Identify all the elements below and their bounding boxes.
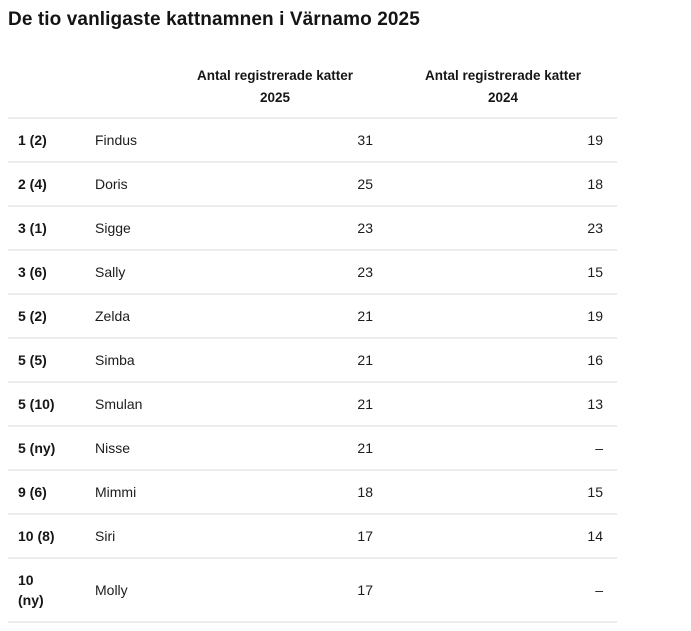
table-row: 2 (4) Doris 25 18 [8, 162, 617, 206]
rank-cell: 10 (ny) [18, 572, 44, 608]
count-2024-cell: 18 [587, 176, 603, 192]
count-2024-cell: 19 [587, 308, 603, 324]
cat-names-table: Antal registrerade katter 2025 Antal reg… [8, 55, 617, 623]
count-2025-cell: 21 [357, 440, 373, 456]
table-row: 9 (6) Mimmi 18 15 [8, 470, 617, 514]
count-2024-cell: 13 [587, 396, 603, 412]
table-row: 10 (ny) Molly 17 – [8, 558, 617, 622]
count-2024-header-label: Antal registrerade katter [424, 68, 582, 83]
count-2025-cell: 17 [357, 528, 373, 544]
count-2024-cell: 16 [587, 352, 603, 368]
rank-cell: 9 (6) [18, 484, 47, 500]
rank-cell: 5 (5) [18, 352, 47, 368]
name-cell: Zelda [95, 308, 131, 324]
rank-cell: 3 (1) [18, 220, 47, 236]
table-row: 3 (6) Sally 23 15 [8, 250, 617, 294]
count-2025-column-header: Antal registrerade katter 2025 [161, 55, 389, 119]
name-cell: Smulan [95, 396, 143, 412]
name-cell: Sigge [95, 220, 131, 236]
count-2025-cell: 17 [357, 582, 373, 598]
rank-cell: 10 (8) [18, 528, 55, 544]
table-row: 5 (10) Smulan 21 13 [8, 382, 617, 426]
page-title: De tio vanligaste kattnamnen i Värnamo 2… [8, 9, 420, 30]
name-cell: Nisse [95, 440, 131, 456]
name-column-header [85, 55, 161, 119]
count-2025-cell: 23 [357, 220, 373, 236]
rank-cell: 5 (10) [18, 396, 55, 412]
count-2025-cell: 23 [357, 264, 373, 280]
name-cell: Siri [95, 528, 116, 544]
count-2025-cell: 21 [357, 396, 373, 412]
count-2024-cell: 14 [587, 528, 603, 544]
table-row: 3 (1) Sigge 23 23 [8, 206, 617, 250]
name-cell: Mimmi [95, 484, 137, 500]
count-2024-cell: 15 [587, 484, 603, 500]
table-row: 5 (2) Zelda 21 19 [8, 294, 617, 338]
count-2025-header-label: Antal registrerade katter [196, 68, 354, 83]
rank-cell: 5 (ny) [18, 440, 56, 456]
table-row: 5 (ny) Nisse 21 – [8, 426, 617, 470]
rank-cell: 3 (6) [18, 264, 47, 280]
table-header: Antal registrerade katter 2025 Antal reg… [8, 55, 617, 119]
name-cell: Molly [95, 582, 128, 598]
count-2025-cell: 25 [357, 176, 373, 192]
rank-cell: 1 (2) [18, 132, 47, 148]
page: De tio vanligaste kattnamnen i Värnamo 2… [0, 8, 691, 623]
table-row: 10 (8) Siri 17 14 [8, 514, 617, 558]
rank-cell: 2 (4) [18, 176, 47, 192]
table-header-row: Antal registrerade katter 2025 Antal reg… [8, 55, 617, 119]
count-2024-cell: 19 [587, 132, 603, 148]
name-cell: Findus [95, 132, 138, 148]
table-body: 1 (2) Findus 31 19 2 (4) Doris 25 18 3 (… [8, 118, 617, 622]
count-2025-cell: 18 [357, 484, 373, 500]
count-2024-cell: 23 [587, 220, 603, 236]
count-2025-cell: 21 [357, 308, 373, 324]
count-2024-column-header: Antal registrerade katter 2024 [389, 55, 617, 119]
count-2025-cell: 21 [357, 352, 373, 368]
count-2024-cell: – [595, 582, 603, 598]
name-cell: Simba [95, 352, 135, 368]
count-2024-cell: – [595, 440, 603, 456]
rank-cell: 5 (2) [18, 308, 47, 324]
table-row: 1 (2) Findus 31 19 [8, 118, 617, 162]
name-cell: Doris [95, 176, 128, 192]
count-2024-header-year: 2024 [487, 90, 519, 105]
table-row: 5 (5) Simba 21 16 [8, 338, 617, 382]
rank-column-header [8, 55, 85, 119]
name-cell: Sally [95, 264, 126, 280]
count-2024-cell: 15 [587, 264, 603, 280]
count-2025-cell: 31 [357, 132, 373, 148]
count-2025-header-year: 2025 [259, 90, 291, 105]
